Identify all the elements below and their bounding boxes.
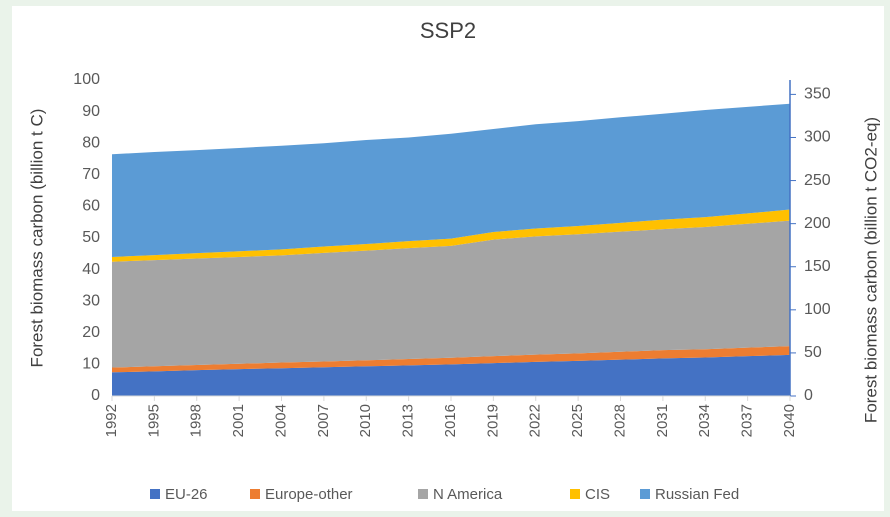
x-tick-label: 2031: [654, 404, 671, 437]
x-tick-label: 2040: [781, 404, 798, 437]
y-tick-label: 100: [73, 71, 100, 88]
y-tick-label: 90: [82, 103, 100, 120]
x-tick-label: 2028: [611, 404, 628, 437]
y-axis-title: Forest biomass carbon (billion t C): [27, 109, 46, 368]
x-tick-label: 2019: [484, 404, 501, 437]
y2-tick-label: 0: [804, 387, 813, 404]
y-tick-label: 30: [82, 292, 100, 309]
x-tick-label: 2025: [569, 404, 586, 437]
y2-tick-label: 300: [804, 129, 831, 146]
x-tick-label: 1992: [103, 404, 120, 437]
y-tick-label: 70: [82, 166, 100, 183]
x-tick-label: 2007: [315, 404, 332, 437]
area: [112, 209, 790, 262]
x-tick-label: 1995: [145, 404, 162, 437]
legend-label: CIS: [585, 486, 610, 503]
area: [112, 220, 790, 368]
legend-label: Europe-other: [265, 486, 353, 503]
y2-tick-label: 200: [804, 215, 831, 232]
legend-label: N America: [433, 486, 503, 503]
y2-axis-title: Forest biomass carbon (billion t CO2-eq): [861, 117, 880, 423]
y-tick-label: 50: [82, 229, 100, 246]
y2-tick-label: 250: [804, 172, 831, 189]
x-tick-label: 1998: [188, 404, 205, 437]
y2-tick-label: 350: [804, 86, 831, 103]
x-tick-label: 2016: [442, 404, 459, 437]
chart-title: SSP2: [420, 18, 476, 43]
legend-label: EU-26: [165, 486, 208, 503]
area: [112, 346, 790, 373]
legend-swatch: [640, 489, 650, 499]
y2-tick-label: 150: [804, 258, 831, 275]
legend-swatch: [250, 489, 260, 499]
legend-label: Russian Fed: [655, 486, 739, 503]
legend-swatch: [418, 489, 428, 499]
area: [112, 103, 790, 257]
x-tick-label: 2022: [527, 404, 544, 437]
x-tick-label: 2013: [400, 404, 417, 437]
y2-tick-label: 100: [804, 301, 831, 318]
y-tick-label: 60: [82, 198, 100, 215]
x-tick-label: 2034: [696, 404, 713, 437]
x-tick-label: 2010: [357, 404, 374, 437]
y-tick-label: 40: [82, 261, 100, 278]
y-tick-label: 80: [82, 134, 100, 151]
legend-swatch: [570, 489, 580, 499]
x-tick-label: 2001: [230, 404, 247, 437]
x-tick-label: 2004: [272, 404, 289, 437]
y-tick-label: 10: [82, 356, 100, 373]
x-tick-label: 2037: [739, 404, 756, 437]
y2-tick-label: 50: [804, 344, 822, 361]
legend-swatch: [150, 489, 160, 499]
area: [112, 354, 790, 396]
y-tick-label: 0: [91, 387, 100, 404]
y-tick-label: 20: [82, 324, 100, 341]
